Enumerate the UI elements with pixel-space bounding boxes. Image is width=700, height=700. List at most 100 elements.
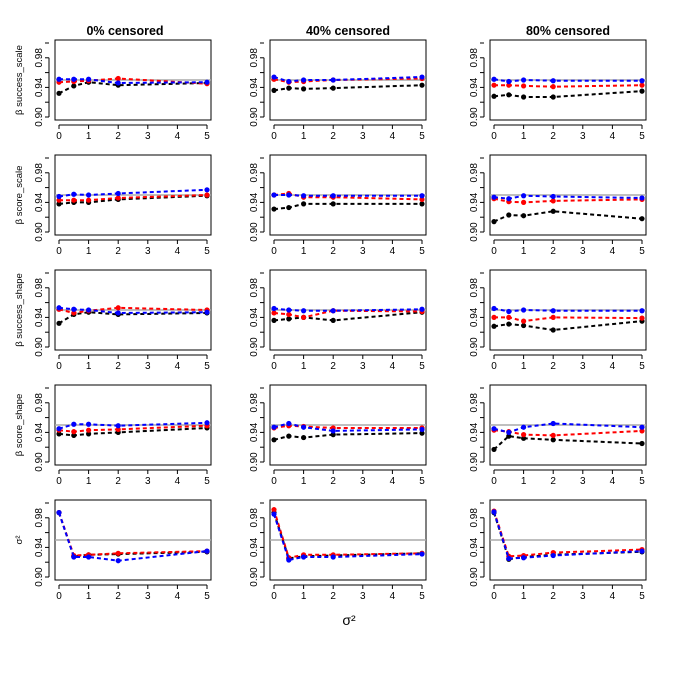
data-point-black (419, 201, 425, 207)
data-point-red (115, 426, 121, 433)
data-point-blue (521, 424, 527, 430)
data-point-black (491, 323, 497, 329)
x-tick-label: 4 (175, 361, 181, 372)
data-point-blue (639, 548, 645, 554)
data-point-black (330, 317, 336, 323)
x-tick-label: 3 (580, 361, 586, 372)
data-point-red (204, 192, 210, 198)
x-tick-label: 1 (521, 131, 527, 142)
data-point-blue (115, 558, 121, 564)
x-tick-label: 1 (301, 591, 307, 602)
x-tick-label: 5 (419, 361, 425, 372)
data-point-black (301, 86, 307, 92)
data-point-blue (639, 424, 645, 430)
x-tick-label: 5 (639, 591, 645, 602)
data-point-blue (301, 554, 307, 560)
row-label: β score_shape (14, 394, 25, 457)
data-point-blue (286, 420, 292, 427)
x-tick-label: 0 (491, 131, 497, 142)
panel-r3-c2: 0.90 0.94 0.98 0 1 2 3 4 5 (469, 384, 647, 487)
data-point-black (550, 327, 556, 333)
data-point-blue (506, 555, 512, 562)
x-tick-label: 4 (390, 361, 396, 372)
panel-r1-c2: 0.90 0.94 0.98 0 1 2 3 4 5 (469, 154, 647, 257)
data-point-black (301, 201, 307, 207)
x-tick-label: 3 (580, 476, 586, 487)
y-tick-label: 0.94 (469, 192, 480, 212)
y-tick-label: 0.98 (34, 163, 45, 183)
y-tick-label: 0.98 (249, 48, 260, 68)
data-point-black (56, 320, 62, 326)
column-title-0: 0% censored (86, 24, 163, 38)
x-tick-label: 1 (301, 246, 307, 257)
data-point-blue (491, 426, 497, 432)
x-tick-label: 5 (204, 591, 210, 602)
series-line-black (273, 202, 422, 211)
series-line-red (493, 197, 643, 204)
data-point-red (71, 429, 77, 435)
data-point-blue (330, 554, 336, 560)
data-point-blue (491, 509, 497, 515)
data-point-blue (271, 511, 277, 517)
data-point-blue (56, 193, 62, 200)
series-line-black (493, 435, 643, 451)
y-tick-label: 0.94 (249, 422, 260, 442)
data-point-black (271, 87, 277, 93)
data-point-black (56, 431, 62, 437)
data-point-blue (419, 74, 425, 80)
data-point-black (506, 212, 512, 218)
data-point-blue (71, 76, 77, 82)
x-tick-label: 1 (301, 361, 307, 372)
data-point-black (330, 432, 336, 438)
data-point-black (330, 201, 336, 207)
panel-r1-c0: 0.90 0.94 0.98 0 1 2 3 4 5 β score_scale (14, 154, 212, 257)
data-point-black (286, 433, 292, 439)
data-point-red (115, 195, 121, 201)
series-line-black (273, 84, 423, 92)
data-point-black (639, 216, 645, 222)
data-point-red (71, 197, 77, 203)
panel-r4-c0: 0.90 0.94 0.98 0 1 2 3 4 5 σ² (14, 499, 212, 602)
data-point-black (301, 434, 307, 441)
data-point-blue (71, 191, 77, 197)
data-point-blue (86, 554, 92, 560)
data-point-red (491, 314, 497, 320)
y-tick-label: 0.90 (249, 337, 260, 357)
row-label: β success_shape (14, 273, 25, 347)
data-point-blue (56, 426, 62, 432)
series-line-black (273, 512, 423, 560)
x-tick-label: 2 (330, 246, 336, 257)
data-point-blue (204, 420, 210, 426)
x-tick-label: 0 (491, 361, 497, 372)
data-point-blue (301, 424, 307, 430)
data-point-blue (56, 510, 62, 516)
data-point-black (550, 437, 556, 443)
series-line-black (493, 90, 643, 98)
data-point-black (271, 206, 277, 212)
data-point-blue (550, 78, 556, 84)
x-tick-label: 2 (115, 246, 121, 257)
series-line-black (58, 311, 208, 325)
y-tick-label: 0.98 (249, 278, 260, 298)
data-point-blue (330, 77, 336, 83)
data-point-blue (115, 310, 121, 316)
data-point-blue (271, 192, 277, 198)
data-point-blue (71, 554, 77, 560)
y-tick-label: 0.98 (249, 163, 260, 183)
y-tick-label: 0.98 (469, 278, 480, 298)
x-tick-label: 2 (550, 476, 556, 487)
data-point-black (506, 92, 512, 98)
y-tick-label: 0.94 (249, 307, 260, 327)
data-point-blue (204, 548, 210, 554)
x-tick-label: 4 (175, 131, 181, 142)
x-tick-label: 0 (271, 591, 277, 602)
data-point-red (506, 82, 512, 88)
x-tick-label: 5 (419, 246, 425, 257)
series-line-black (493, 210, 643, 223)
x-tick-label: 0 (491, 476, 497, 487)
data-point-black (491, 219, 497, 225)
data-point-red (550, 314, 556, 320)
data-point-blue (491, 305, 497, 312)
x-tick-label: 4 (175, 246, 181, 257)
row-label: β score_scale (14, 166, 25, 225)
